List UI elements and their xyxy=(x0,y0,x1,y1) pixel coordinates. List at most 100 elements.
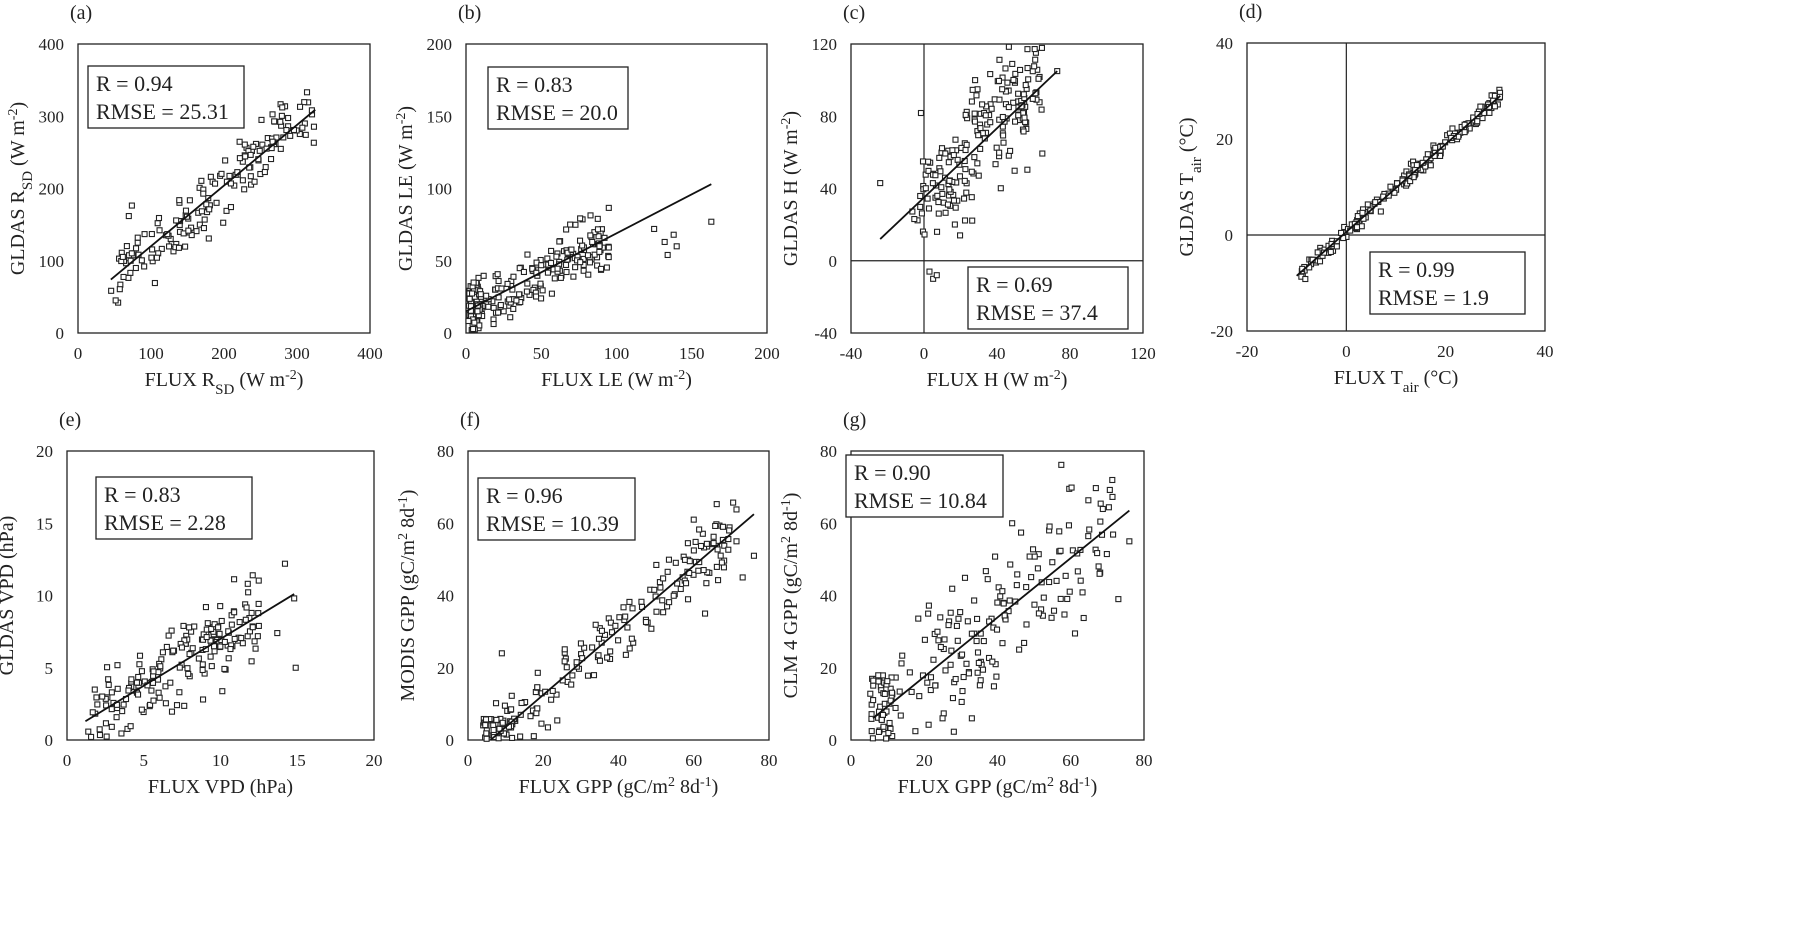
data-point xyxy=(946,177,953,184)
data-point xyxy=(208,663,215,670)
data-point xyxy=(594,215,601,222)
regression-line xyxy=(879,70,1058,240)
data-point xyxy=(119,253,126,260)
data-point xyxy=(134,234,141,241)
data-point xyxy=(207,653,214,660)
data-point xyxy=(958,698,965,705)
data-point xyxy=(155,214,163,222)
data-point xyxy=(925,602,932,609)
data-point xyxy=(1449,125,1456,132)
data-point xyxy=(103,733,110,740)
y-tick-label: 60 xyxy=(437,514,454,533)
data-point xyxy=(1413,161,1420,169)
data-point xyxy=(529,265,536,272)
x-tick-label: 40 xyxy=(610,751,627,770)
data-point xyxy=(255,577,262,584)
data-point xyxy=(120,701,127,708)
data-point xyxy=(508,706,515,713)
data-point xyxy=(916,693,923,700)
data-point xyxy=(498,650,505,657)
x-tick-label: 50 xyxy=(533,344,550,363)
data-point xyxy=(132,245,140,252)
data-point xyxy=(556,238,563,245)
y-tick-label: 0 xyxy=(829,731,838,750)
data-point xyxy=(258,116,265,123)
data-point xyxy=(1039,150,1046,157)
data-point xyxy=(993,673,1000,680)
data-point xyxy=(984,576,991,583)
data-point xyxy=(193,228,200,235)
data-point xyxy=(999,74,1006,81)
data-point xyxy=(221,638,228,646)
stats-box-frame xyxy=(1369,251,1526,315)
data-point xyxy=(495,735,502,742)
data-point xyxy=(999,86,1006,93)
data-point xyxy=(495,309,502,316)
data-point xyxy=(952,136,959,143)
data-point xyxy=(1029,95,1036,102)
data-point xyxy=(605,204,612,211)
data-point xyxy=(930,275,937,282)
data-point xyxy=(595,635,603,642)
data-point xyxy=(1046,523,1053,530)
x-tick-label: 150 xyxy=(679,344,705,363)
data-point xyxy=(480,272,487,279)
data-point xyxy=(114,685,121,692)
data-point xyxy=(1020,91,1027,98)
panel-b: (b) 0 50 100 150 200 0 50 100 150 200 FLUX LE (W m-… xyxy=(394,2,780,391)
panel-tag: (b) xyxy=(458,2,481,24)
data-point xyxy=(236,155,243,162)
panel-d: (d) -20 0 20 40 -20 0 20 40 FLUX Tair (°C) GLDAS T… xyxy=(1176,1,1554,396)
data-point xyxy=(953,622,960,629)
data-point xyxy=(935,637,942,644)
data-point xyxy=(116,286,123,293)
data-point xyxy=(133,679,141,686)
regression-line xyxy=(84,593,295,722)
data-point xyxy=(156,227,163,234)
data-point xyxy=(252,645,259,652)
data-point xyxy=(1097,500,1104,507)
data-point xyxy=(244,633,251,640)
x-tick-label: 0 xyxy=(1342,342,1351,361)
data-point xyxy=(990,683,998,690)
plot-frame xyxy=(467,450,770,741)
data-point xyxy=(105,681,112,688)
data-point xyxy=(877,180,884,187)
data-point xyxy=(148,687,155,694)
data-point xyxy=(208,625,215,632)
data-point xyxy=(544,269,551,276)
data-point xyxy=(162,683,169,690)
data-point xyxy=(1364,201,1371,208)
data-point xyxy=(664,251,671,259)
data-point xyxy=(1066,588,1073,595)
data-point xyxy=(538,262,545,269)
data-point xyxy=(148,254,155,261)
data-point xyxy=(517,733,524,740)
regression-line xyxy=(872,509,1130,720)
data-point xyxy=(563,664,570,671)
data-point xyxy=(950,728,957,735)
data-point xyxy=(544,724,551,731)
data-point xyxy=(1477,103,1484,110)
data-point xyxy=(969,86,976,93)
data-point xyxy=(1074,568,1081,575)
data-point xyxy=(908,688,915,695)
data-point xyxy=(271,118,278,125)
data-point xyxy=(994,599,1001,606)
data-point xyxy=(128,202,135,209)
y-axis-label: GLDAS RSD (W m-2) xyxy=(6,102,37,275)
data-point xyxy=(1010,99,1017,106)
data-point xyxy=(714,546,721,553)
data-point xyxy=(626,645,633,652)
data-point xyxy=(186,651,193,658)
data-point xyxy=(870,677,877,684)
data-point xyxy=(878,716,885,723)
data-point xyxy=(628,635,635,642)
stats-box-frame xyxy=(967,266,1129,330)
stats-box: R = 0.69 RMSE = 37.4 xyxy=(967,266,1129,330)
data-point xyxy=(605,254,612,261)
rmse-value-label: RMSE = 37.4 xyxy=(976,300,1098,325)
y-tick-label: 60 xyxy=(820,514,837,533)
stats-box: R = 0.90 RMSE = 10.84 xyxy=(845,454,1004,518)
data-point xyxy=(249,624,256,631)
